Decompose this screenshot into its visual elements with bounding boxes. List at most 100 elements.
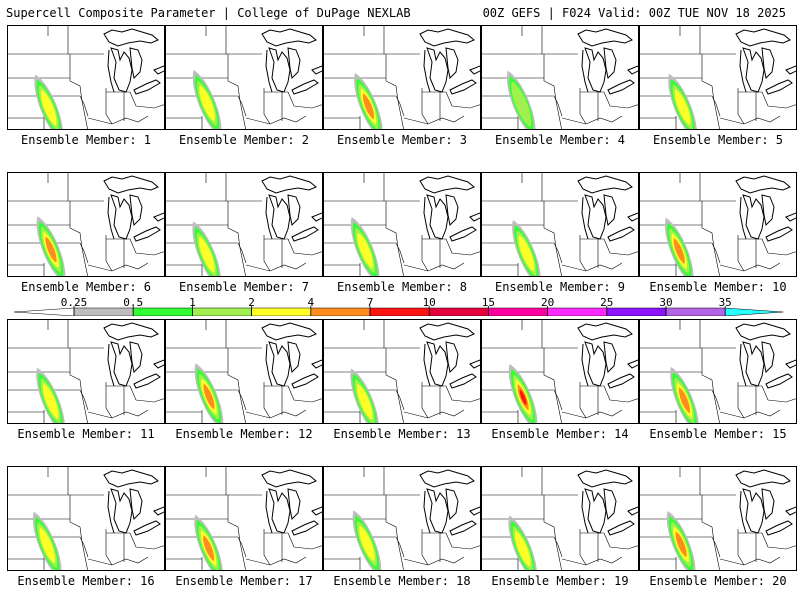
coastline [785, 359, 796, 369]
scp-shading [34, 74, 64, 129]
state-border [579, 235, 587, 272]
state-border [427, 262, 465, 272]
state-border [701, 495, 715, 543]
state-border [719, 411, 745, 419]
member-map [324, 173, 480, 276]
state-border [239, 247, 246, 276]
scp-contour-fill [203, 535, 215, 562]
member-panel [639, 466, 797, 571]
member-panel [7, 466, 165, 571]
coastline [584, 341, 607, 387]
state-border [445, 91, 480, 109]
state-border [555, 394, 562, 423]
state-border [713, 100, 720, 129]
state-border [561, 264, 587, 272]
panel-label: Ensemble Member: 19 [491, 574, 629, 588]
state-border [129, 91, 164, 109]
colorbar-tick-label: 0.25 [61, 296, 88, 309]
state-border [579, 88, 587, 125]
coastline [785, 506, 796, 516]
colorbar-segment [547, 307, 608, 316]
coastline [577, 28, 633, 47]
state-border [403, 264, 429, 272]
member-panel [7, 319, 165, 424]
member-panel [165, 319, 323, 424]
state-border [129, 532, 164, 550]
coastline [739, 49, 747, 93]
state-border [287, 532, 322, 550]
coastline [581, 196, 589, 240]
state-border [445, 385, 480, 403]
coastline [268, 488, 291, 534]
panel-label: Ensemble Member: 12 [175, 427, 313, 441]
state-border [561, 558, 587, 566]
scp-shading [192, 221, 222, 276]
member-map [482, 173, 638, 276]
coastline [739, 196, 747, 240]
scp-shading [32, 511, 62, 570]
coastline [765, 520, 793, 536]
coastline [426, 194, 449, 240]
scp-shading [668, 73, 697, 129]
panel-label: Ensemble Member: 5 [652, 133, 784, 147]
state-border [585, 409, 623, 419]
state-border [69, 201, 83, 249]
state-border [603, 91, 638, 109]
state-border [421, 88, 429, 125]
coastline [742, 488, 765, 534]
state-border [555, 541, 562, 570]
state-border [269, 262, 307, 272]
scp-contour-fill [39, 527, 56, 564]
colorbar-left-arrow [13, 307, 75, 316]
state-border [87, 264, 113, 272]
colorbar-segment [73, 307, 134, 316]
state-border [585, 262, 623, 272]
state-border [603, 385, 638, 403]
state-border [87, 117, 113, 125]
state-border [245, 411, 271, 419]
state-border [427, 556, 465, 566]
state-border [227, 495, 241, 543]
state-border [263, 382, 271, 419]
state-border [713, 247, 720, 276]
state-border [397, 247, 404, 276]
state-border [555, 100, 562, 129]
coastline [107, 490, 115, 534]
state-border [105, 382, 113, 419]
colorbar-segment [488, 307, 548, 316]
state-border [227, 348, 241, 396]
scp-contour-fill [359, 525, 375, 562]
coastline [268, 341, 291, 387]
coastline [765, 226, 793, 242]
state-border [397, 394, 404, 423]
member-panel [639, 25, 797, 130]
coastline [761, 194, 775, 227]
colorbar-tick-label: 7 [367, 296, 374, 309]
panel-label: Ensemble Member: 18 [333, 574, 471, 588]
colorbar-tick-label: 30 [659, 296, 672, 309]
state-border [543, 348, 557, 396]
member-map [8, 26, 164, 129]
scp-contour-fill [675, 531, 687, 558]
state-border [385, 348, 399, 396]
member-map [8, 467, 164, 570]
state-border [287, 385, 322, 403]
state-border [561, 117, 587, 125]
member-panel [323, 25, 481, 130]
scp-contour-fill [40, 89, 57, 126]
state-border [403, 558, 429, 566]
coastline [129, 194, 143, 227]
state-border [81, 394, 88, 423]
coastline [133, 373, 161, 389]
state-border [719, 264, 745, 272]
coastline [739, 490, 747, 534]
coastline [449, 373, 477, 389]
member-panel [323, 466, 481, 571]
scp-contour-fill [673, 238, 685, 265]
member-panel [7, 25, 165, 130]
coastline [107, 196, 115, 240]
coastline [419, 322, 475, 341]
member-map [166, 173, 322, 276]
member-map [8, 320, 164, 423]
coastline [419, 175, 475, 194]
